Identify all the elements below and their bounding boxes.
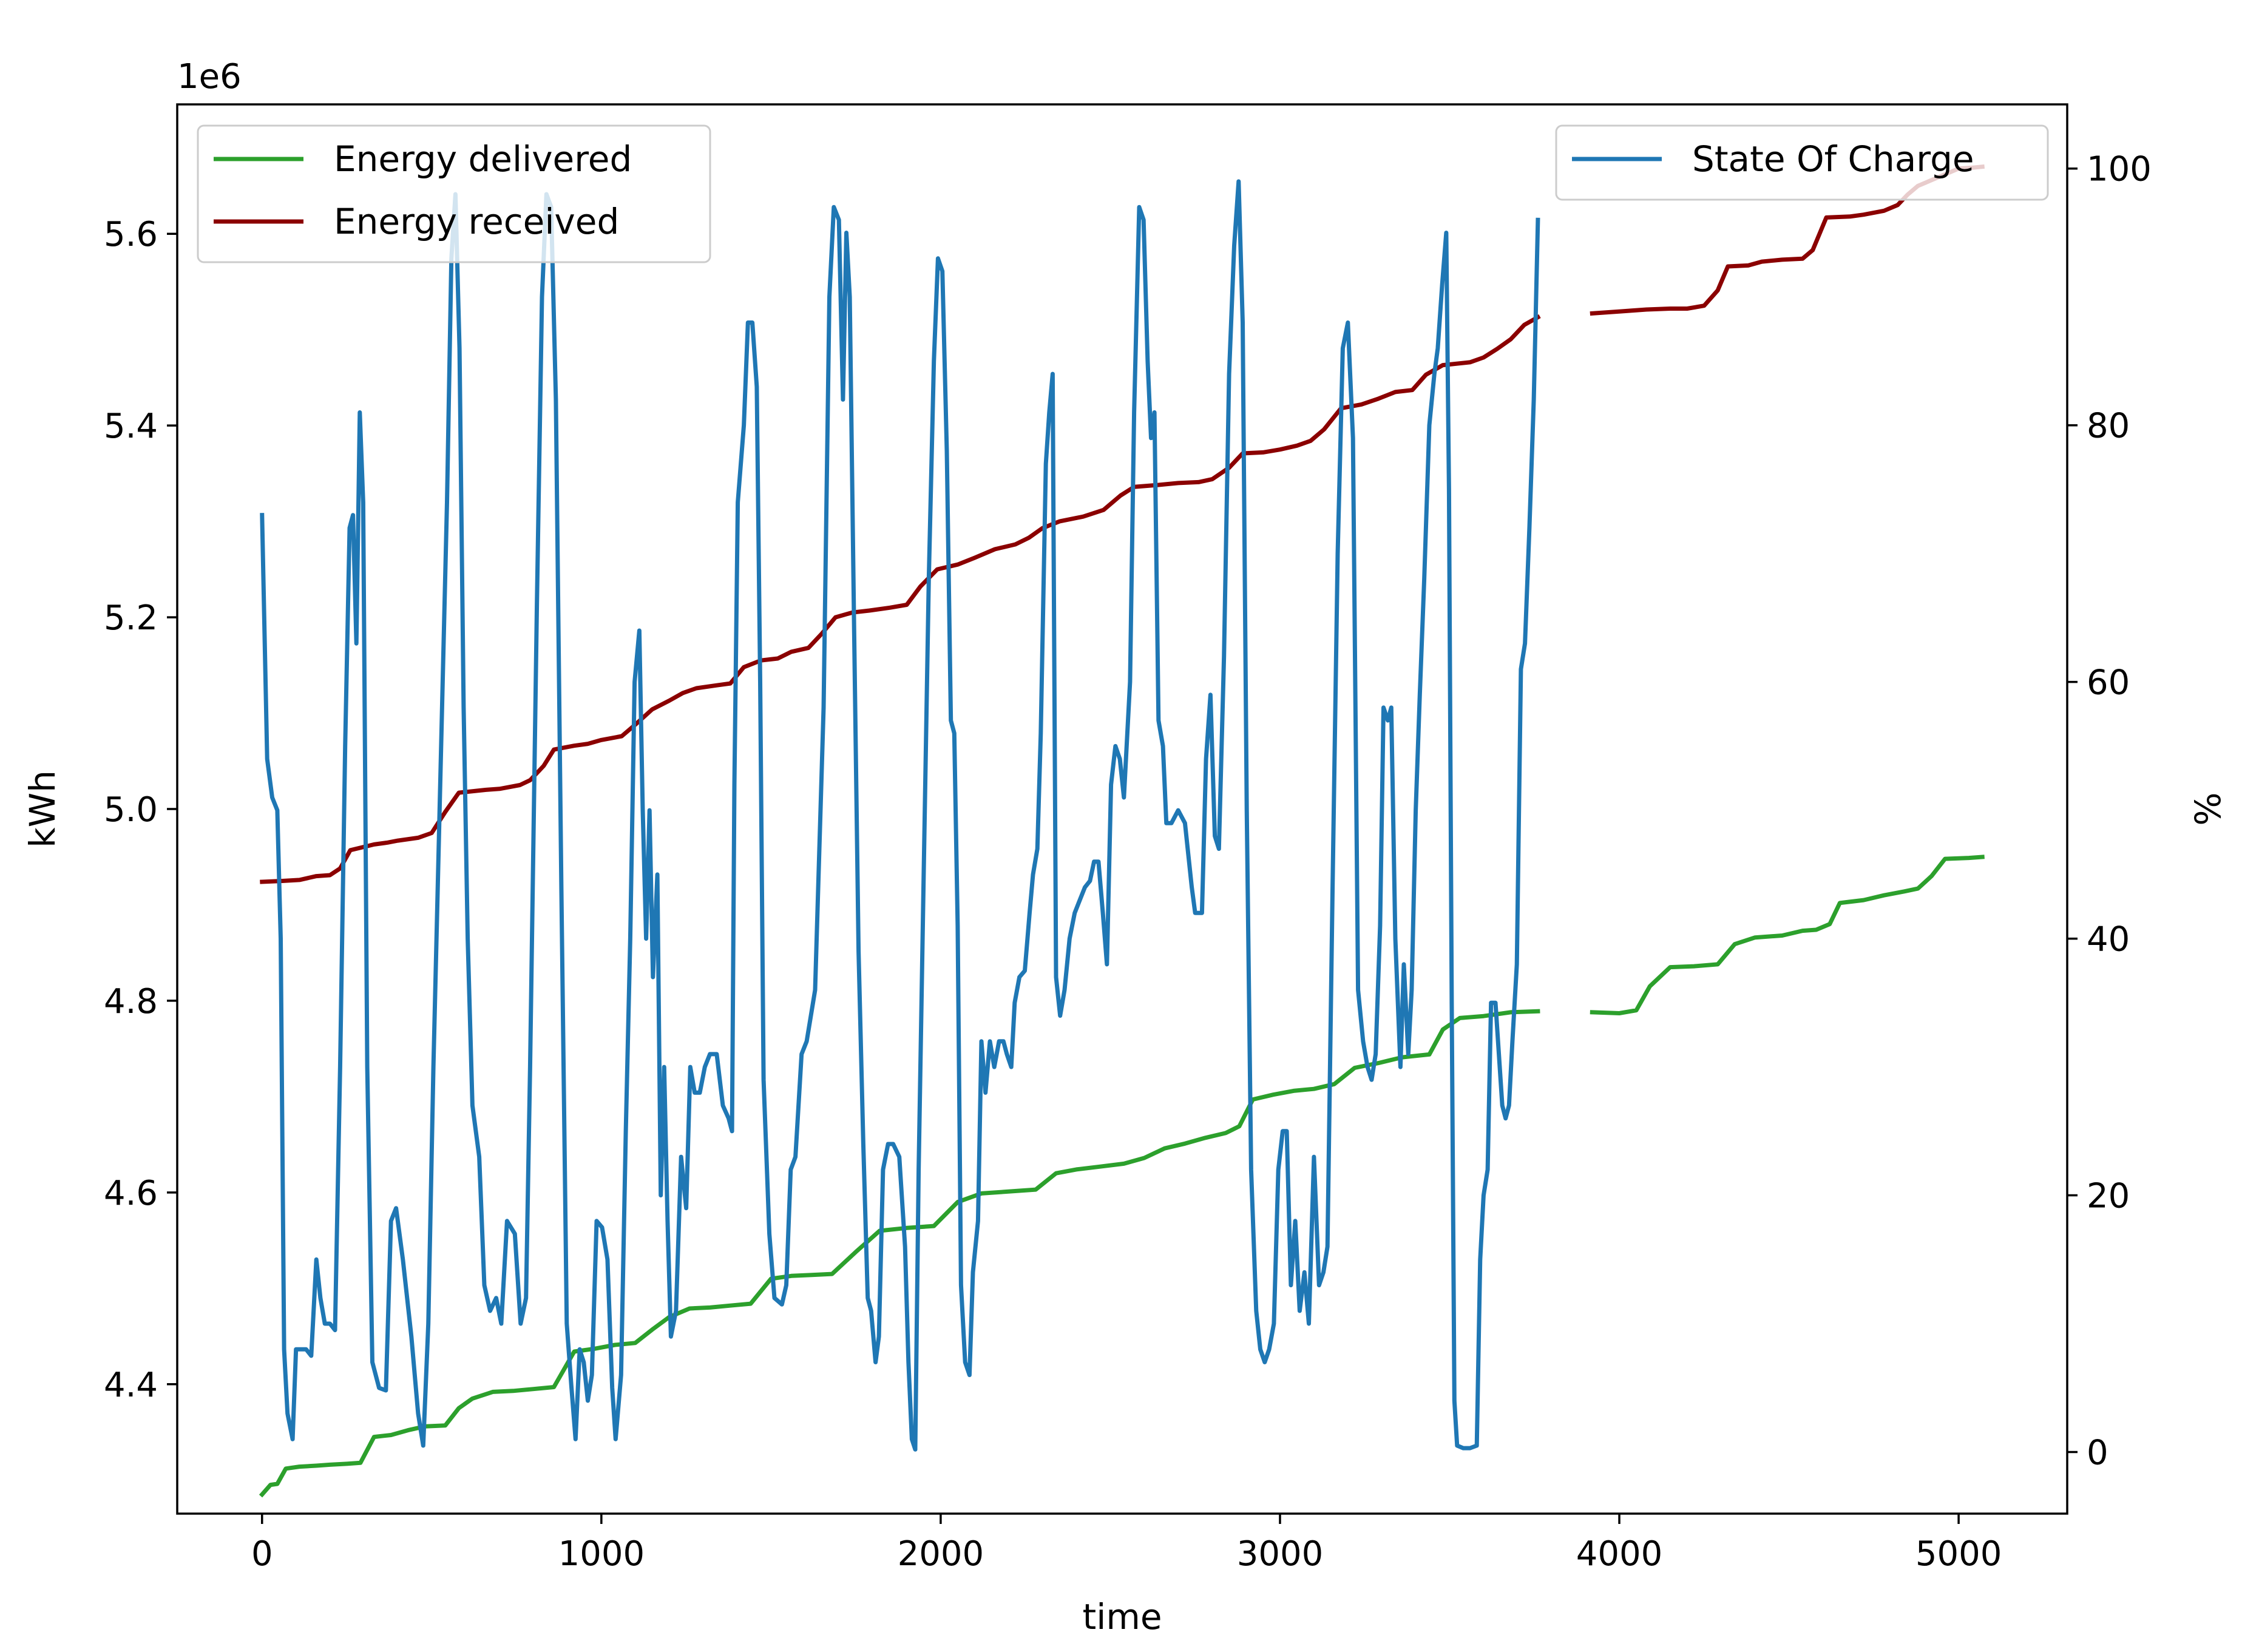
y-left-tick-label: 4.6	[104, 1174, 158, 1213]
legend-label-energy-delivered: Energy delivered	[334, 138, 632, 180]
series-layer	[259, 164, 1985, 1498]
legend-label-state-of-charge: State Of Charge	[1692, 138, 1974, 180]
legend-right: State Of Charge	[1555, 124, 2049, 201]
y-left-tick-label: 5.4	[104, 407, 158, 446]
x-axis: 0 1000 2000 3000 4000 5000	[251, 1514, 2002, 1574]
legend-left: Energy delivered Energy received	[197, 124, 711, 263]
legend-label-energy-received: Energy received	[334, 201, 619, 242]
x-axis-label: time	[1082, 1596, 1162, 1637]
x-tick-label: 2000	[898, 1534, 984, 1574]
y-left-tick-label: 5.0	[104, 790, 158, 830]
y-axis-left-label: kWh	[22, 770, 63, 848]
y-left-tick-label: 4.8	[104, 982, 158, 1021]
y-left-tick-label: 5.2	[104, 598, 158, 638]
series-line-energy-received	[260, 314, 1541, 884]
x-tick-label: 0	[251, 1534, 273, 1574]
legend-left-box	[197, 124, 711, 263]
x-tick-label: 5000	[1915, 1534, 2002, 1574]
offset-label: 1e6	[177, 57, 242, 96]
series-line-energy-delivered	[259, 1009, 1540, 1498]
y-axis-left: 4.4 4.6 4.8 5.0 5.2 5.4 5.6	[104, 215, 177, 1405]
y-right-tick-label: 100	[2087, 150, 2152, 189]
y-right-tick-label: 0	[2087, 1433, 2108, 1472]
y-left-tick-label: 4.4	[104, 1366, 158, 1405]
y-left-tick-label: 5.6	[104, 215, 158, 254]
x-tick-label: 4000	[1576, 1534, 1663, 1574]
series-line-state-of-charge	[260, 179, 1540, 1452]
y-right-tick-label: 20	[2087, 1177, 2130, 1216]
y-right-tick-label: 60	[2087, 663, 2130, 703]
y-axis-right-label: %	[2187, 792, 2229, 825]
y-right-tick-label: 80	[2087, 407, 2130, 446]
y-axis-right: 0 20 40 60 80 100	[2067, 150, 2152, 1472]
x-tick-label: 3000	[1237, 1534, 1324, 1574]
y-right-tick-label: 40	[2087, 920, 2130, 960]
legend-right-box	[1555, 124, 2049, 201]
x-tick-label: 1000	[558, 1534, 645, 1574]
series-line-energy-delivered	[1590, 855, 1985, 1015]
